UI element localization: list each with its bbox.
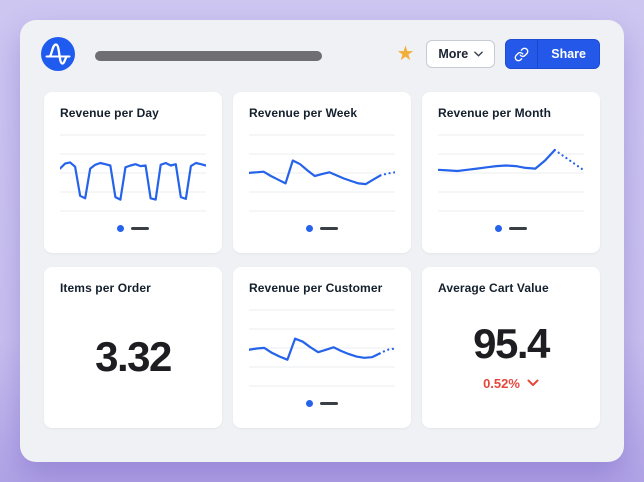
metric-change-value: 0.52% xyxy=(483,375,520,391)
card-title: Revenue per Day xyxy=(60,106,159,120)
share-button[interactable]: Share xyxy=(505,39,600,69)
metric-change[interactable]: 0.52% xyxy=(483,376,539,391)
chart-legend xyxy=(60,225,206,232)
share-button-label: Share xyxy=(551,47,586,61)
chart-legend xyxy=(438,225,584,232)
dashboard-title-placeholder xyxy=(95,51,322,61)
legend-label-bar xyxy=(131,227,149,230)
card-title: Items per Order xyxy=(60,281,151,295)
legend-series-dot xyxy=(306,225,313,232)
copy-link-segment[interactable] xyxy=(506,40,539,68)
legend-label-bar xyxy=(320,402,338,405)
metric-value: 3.32 xyxy=(95,332,172,380)
legend-series-dot xyxy=(117,225,124,232)
star-icon[interactable]: ★ xyxy=(396,43,415,65)
cards-grid: Revenue per Day Revenue per Week Revenue… xyxy=(44,92,600,428)
card-title: Revenue per Customer xyxy=(249,281,383,295)
link-icon xyxy=(514,47,529,61)
chevron-down-icon xyxy=(527,379,539,386)
card-revenue-per-customer[interactable]: Revenue per Customer xyxy=(233,267,411,428)
line-chart-revenue-per-customer[interactable] xyxy=(249,307,395,391)
legend-label-bar xyxy=(320,227,338,230)
chevron-down-icon xyxy=(474,51,484,57)
card-revenue-per-month[interactable]: Revenue per Month xyxy=(422,92,600,253)
more-button-label: More xyxy=(438,47,469,61)
chart-legend xyxy=(249,400,395,407)
line-chart-revenue-per-month[interactable] xyxy=(438,132,584,216)
card-title: Average Cart Value xyxy=(438,281,549,295)
card-items-per-order[interactable]: Items per Order 3.32 xyxy=(44,267,222,428)
line-chart-revenue-per-week[interactable] xyxy=(249,132,395,216)
card-title: Revenue per Week xyxy=(249,106,358,120)
amplitude-logo-icon[interactable] xyxy=(41,37,75,71)
card-title: Revenue per Month xyxy=(438,106,552,120)
legend-series-dot xyxy=(495,225,502,232)
card-revenue-per-day[interactable]: Revenue per Day xyxy=(44,92,222,253)
chart-legend xyxy=(249,225,395,232)
line-chart-revenue-per-day[interactable] xyxy=(60,132,206,216)
dashboard-panel: ★ More Share Revenue per Day xyxy=(20,20,624,462)
legend-series-dot xyxy=(306,400,313,407)
metric-value: 95.4 xyxy=(473,319,550,367)
card-revenue-per-week[interactable]: Revenue per Week xyxy=(233,92,411,253)
header-actions: ★ More Share xyxy=(396,39,600,69)
card-average-cart-value[interactable]: Average Cart Value 95.4 0.52% xyxy=(422,267,600,428)
legend-label-bar xyxy=(509,227,527,230)
more-button[interactable]: More xyxy=(426,40,496,68)
